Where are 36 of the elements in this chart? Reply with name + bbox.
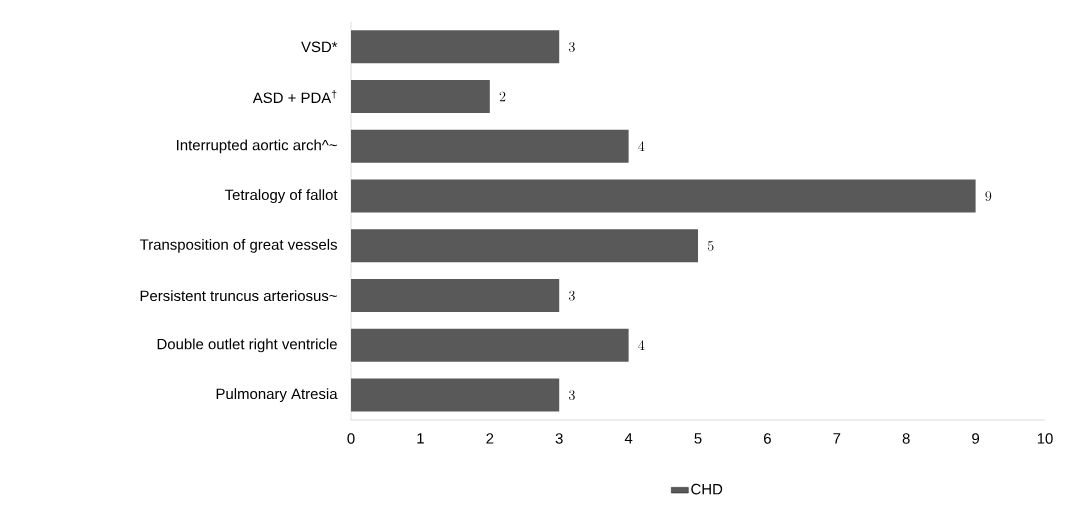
bar <box>351 279 560 313</box>
x-tick-label: 6 <box>764 433 771 444</box>
bar <box>351 30 560 64</box>
x-tick-label: 5 <box>694 433 702 444</box>
x-tick-label: 0 <box>347 433 355 444</box>
x-tick-label: 10 <box>1037 433 1053 444</box>
y-tick-label: Transposition of great vessels <box>139 238 337 253</box>
x-tick-label: 4 <box>624 433 633 444</box>
bar <box>351 129 629 163</box>
data-label: 2 <box>499 91 506 102</box>
data-label: 3 <box>568 41 575 52</box>
x-tick-label: 9 <box>972 433 980 444</box>
y-tick-label: Pulmonary Atresia <box>216 388 338 403</box>
data-label: 3 <box>568 390 575 401</box>
data-label: 4 <box>638 141 645 151</box>
x-tick-label: 8 <box>902 433 910 444</box>
data-label: 3 <box>568 290 575 301</box>
y-tick-label: Double outlet right ventricle <box>157 338 337 353</box>
data-label: 9 <box>985 191 992 202</box>
y-tick-label: Persistent truncus arteriosus~ <box>140 290 337 302</box>
bar <box>351 328 629 362</box>
y-tick-label: Interrupted aortic arch^~ <box>177 139 337 154</box>
y-tick-label: ASD + PDA$^{†}$ <box>252 90 337 104</box>
y-tick-label: Tetralogy of fallot <box>224 189 338 204</box>
data-label: 5 <box>707 240 714 251</box>
x-tick-label: 3 <box>555 433 563 444</box>
bar <box>351 378 560 412</box>
x-tick-label: 2 <box>486 433 494 444</box>
x-tick-label: 7 <box>833 433 841 444</box>
x-tick-label: 1 <box>417 433 424 444</box>
bar <box>351 179 976 213</box>
legend-label: CHD <box>691 483 723 495</box>
data-label: 4 <box>638 340 645 350</box>
bar <box>351 229 699 263</box>
y-tick-label: VSD* <box>301 41 338 53</box>
bar <box>351 80 490 114</box>
